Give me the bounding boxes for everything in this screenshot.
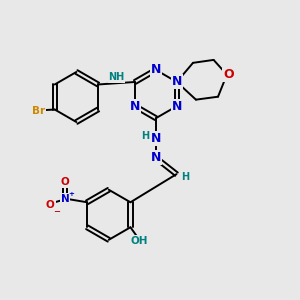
Text: −: − xyxy=(53,207,60,216)
Text: OH: OH xyxy=(130,236,148,245)
Text: N: N xyxy=(172,76,182,88)
Text: O: O xyxy=(223,68,234,81)
Text: +: + xyxy=(68,191,74,197)
Text: O: O xyxy=(61,177,69,187)
Text: N: N xyxy=(61,194,69,204)
Text: NH: NH xyxy=(108,72,124,82)
Text: H: H xyxy=(142,131,150,142)
Text: N: N xyxy=(130,100,140,112)
Text: O: O xyxy=(46,200,55,210)
Text: N: N xyxy=(151,152,161,164)
Text: N: N xyxy=(172,100,182,112)
Text: N: N xyxy=(151,63,161,76)
Text: H: H xyxy=(181,172,189,182)
Text: N: N xyxy=(151,132,161,145)
Text: Br: Br xyxy=(32,106,45,116)
